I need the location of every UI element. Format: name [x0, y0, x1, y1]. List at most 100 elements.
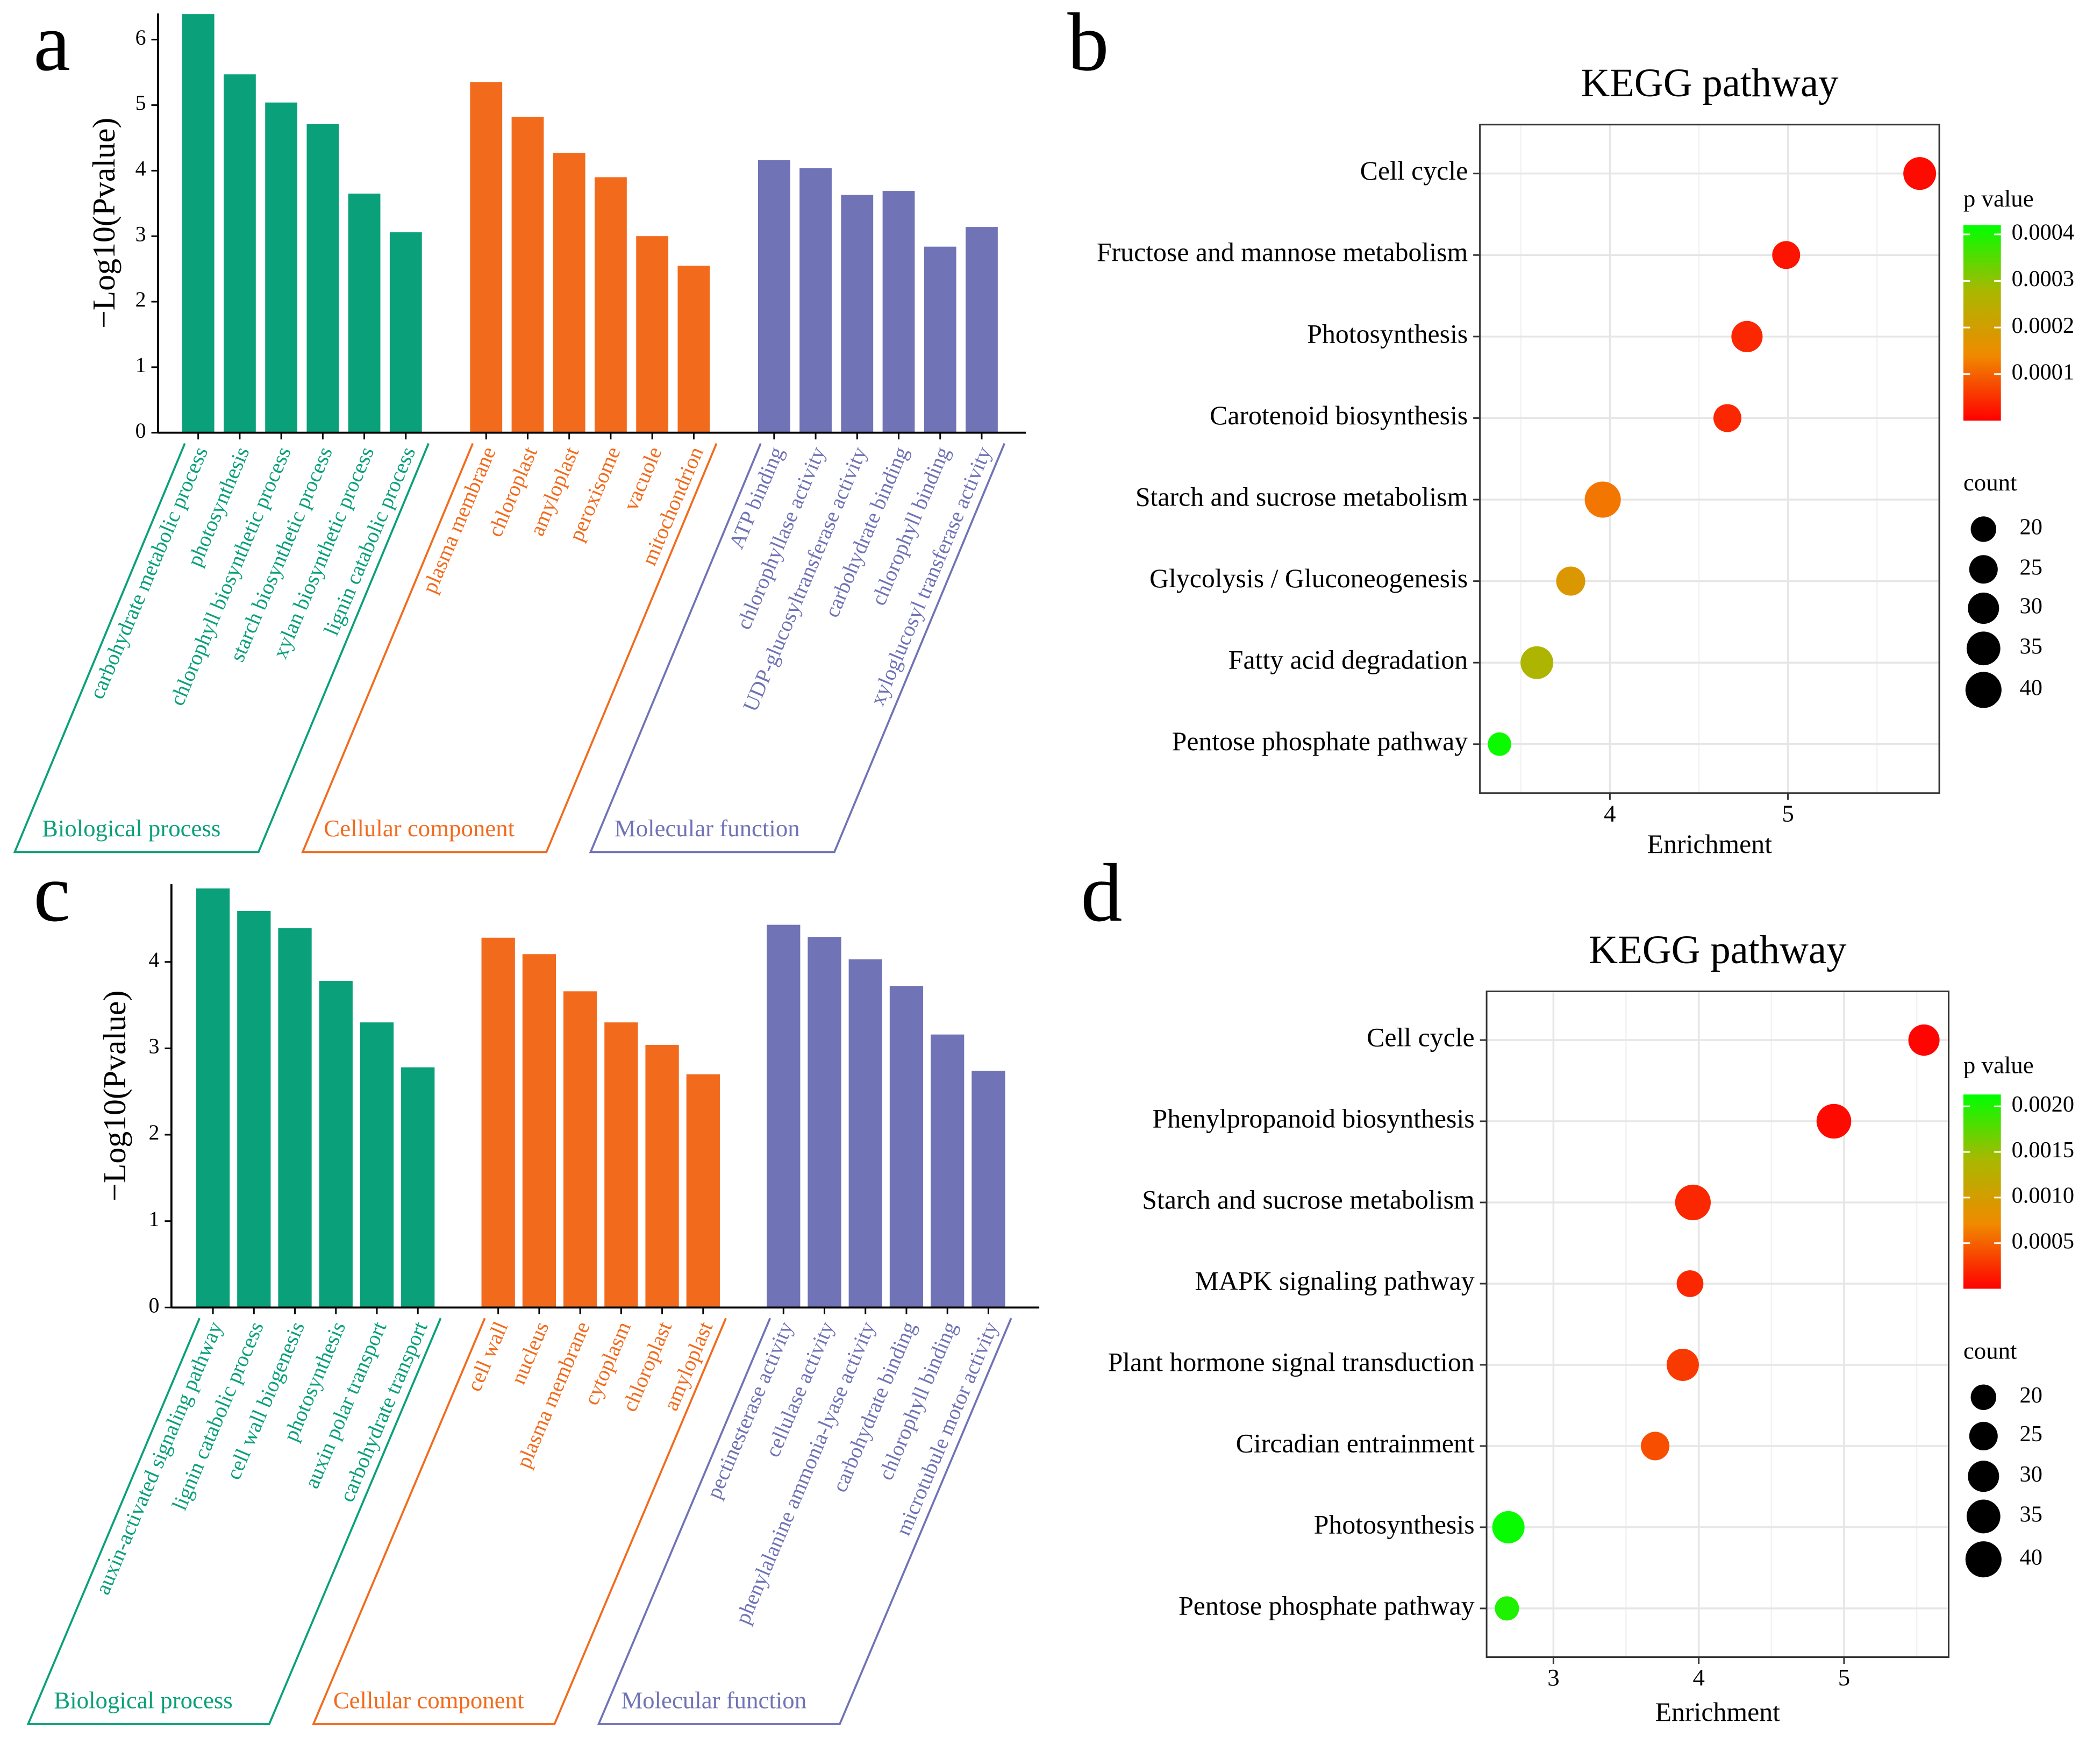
- y-tick-label: Fatty acid degradation: [1228, 645, 1468, 675]
- plot-border: [1485, 990, 1950, 1658]
- colorbar-tick-label: 0.0003: [2012, 266, 2074, 291]
- y-tick-label: Photosynthesis: [1307, 319, 1468, 348]
- bar: [511, 117, 544, 433]
- plot-border: [1479, 124, 1940, 794]
- bar: [319, 981, 353, 1308]
- group-label: Cellular component: [324, 815, 515, 842]
- bar: [841, 195, 874, 433]
- legend-title: count: [1963, 1337, 2017, 1364]
- y-tick-label: Pentose phosphate pathway: [1178, 1591, 1475, 1620]
- dot: [1676, 1270, 1704, 1297]
- size-key-label: 35: [2020, 633, 2042, 659]
- group-bracket: [597, 1318, 1012, 1725]
- bar: [966, 227, 998, 433]
- colorbar-tick-label: 0.0015: [2012, 1137, 2074, 1163]
- group-bracket: [13, 443, 430, 853]
- x-tick-label: 3: [1547, 1664, 1559, 1691]
- size-key: [1968, 592, 1999, 624]
- dot: [1488, 732, 1511, 756]
- y-tick-label: 0: [149, 1293, 160, 1317]
- bar: [924, 246, 956, 433]
- y-tick-label: Pentose phosphate pathway: [1172, 727, 1468, 756]
- y-tick-label: 4: [149, 948, 160, 972]
- y-tick-label: Glycolysis / Gluconeogenesis: [1149, 564, 1468, 593]
- y-tick-label: Fructose and mannose metabolism: [1097, 238, 1468, 267]
- bar: [767, 924, 801, 1308]
- x-tick-label: 5: [1782, 800, 1794, 827]
- dot: [1903, 157, 1937, 190]
- y-tick-label: 2: [149, 1120, 160, 1144]
- bar: [306, 124, 339, 433]
- size-key-label: 25: [2020, 554, 2042, 580]
- y-tick-label: 5: [135, 91, 146, 115]
- x-tick-label: 4: [1604, 800, 1616, 827]
- chart-title: KEGG pathway: [1581, 61, 1839, 105]
- bar: [389, 232, 422, 433]
- y-tick-label: 0: [135, 418, 146, 443]
- bar: [224, 74, 256, 433]
- legend-title: count: [1963, 469, 2017, 496]
- size-key: [1966, 1499, 2001, 1534]
- size-key: [1965, 672, 2002, 708]
- bar: [758, 160, 790, 433]
- bar: [686, 1074, 720, 1308]
- size-key: [1970, 1384, 1997, 1410]
- y-tick-label: 1: [149, 1207, 160, 1231]
- chart-title: KEGG pathway: [1589, 928, 1847, 972]
- dot: [1641, 1432, 1670, 1461]
- dot: [1908, 1024, 1940, 1056]
- panel-label: a: [33, 0, 70, 88]
- bar: [265, 102, 298, 433]
- bar: [645, 1044, 679, 1308]
- panel-label: b: [1067, 0, 1109, 88]
- size-key-label: 30: [2020, 594, 2042, 619]
- x-tick-label: vacuole: [618, 443, 667, 514]
- bar: [182, 14, 215, 433]
- legend-title: p value: [1963, 185, 2034, 212]
- colorbar-tick-label: 0.0001: [2012, 359, 2074, 385]
- dot: [1713, 404, 1741, 432]
- dot: [1816, 1104, 1852, 1139]
- bar: [604, 1022, 638, 1308]
- dot: [1556, 566, 1585, 596]
- y-tick-label: Photosynthesis: [1314, 1510, 1475, 1539]
- size-key-label: 20: [2020, 515, 2042, 540]
- bar: [348, 193, 381, 433]
- y-axis-label: −Log10(Pvalue): [97, 991, 132, 1201]
- group-label: Biological process: [54, 1686, 232, 1713]
- x-tick-label: 5: [1838, 1664, 1850, 1691]
- bar: [563, 991, 597, 1308]
- y-tick-label: Carotenoid biosynthesis: [1210, 401, 1468, 430]
- y-tick-label: Phenylpropanoid biosynthesis: [1153, 1104, 1475, 1133]
- y-tick-label: 2: [135, 287, 146, 311]
- y-tick-label: Cell cycle: [1360, 156, 1468, 186]
- group-label: Biological process: [42, 815, 220, 842]
- panel-label: d: [1081, 847, 1122, 939]
- bar: [931, 1034, 965, 1308]
- bar: [196, 888, 230, 1308]
- bar: [470, 82, 503, 433]
- bar: [522, 954, 556, 1308]
- bar: [636, 236, 669, 433]
- bar: [808, 937, 841, 1308]
- dot: [1666, 1348, 1699, 1381]
- bar: [553, 153, 585, 433]
- bar: [972, 1071, 1005, 1308]
- y-tick-label: Starch and sucrose metabolism: [1135, 482, 1468, 511]
- dot: [1520, 646, 1554, 679]
- bar: [360, 1022, 394, 1308]
- x-axis-label: Enrichment: [1655, 1697, 1781, 1727]
- size-key: [1969, 1421, 1998, 1450]
- colorbar-tick-label: 0.0010: [2012, 1183, 2074, 1208]
- size-key: [1965, 1541, 2002, 1578]
- group-bracket: [312, 1318, 727, 1725]
- group-bracket: [589, 443, 1006, 853]
- y-tick-label: Plant hormone signal transduction: [1108, 1347, 1475, 1377]
- y-tick-label: Starch and sucrose metabolism: [1142, 1185, 1474, 1214]
- size-key: [1969, 555, 1998, 584]
- size-key-label: 30: [2020, 1462, 2042, 1487]
- size-key: [1968, 1461, 1999, 1492]
- bar: [889, 986, 924, 1308]
- colorbar-tick-label: 0.0020: [2012, 1092, 2074, 1117]
